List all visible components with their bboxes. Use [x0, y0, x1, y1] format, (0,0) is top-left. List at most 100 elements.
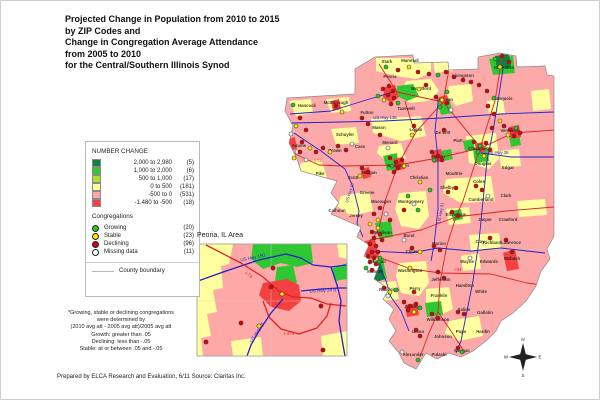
congregation-dot: [485, 193, 491, 199]
compass-rose: N S W E: [504, 337, 542, 378]
congregation-dot: [467, 255, 473, 261]
range-label: 0 to 500: [150, 184, 172, 190]
congregation-dot: [511, 133, 517, 139]
congregation-dot: [479, 187, 485, 193]
congregation-dot: [507, 127, 513, 133]
congregation-dot: [406, 64, 412, 70]
county-label: Hardin: [476, 329, 490, 334]
county-label: Lawrence: [501, 240, 521, 245]
congregation-dot: [409, 245, 415, 251]
congregation-dot: [399, 349, 405, 355]
congregation-dot: [391, 95, 397, 101]
congregation-dot: [417, 305, 423, 311]
compass-letter: E: [538, 355, 541, 360]
congregation-dot: [411, 201, 417, 207]
congregation-dot: [401, 299, 407, 305]
congregation-dot: [497, 118, 503, 124]
congregation-dot: [415, 357, 421, 363]
number-change-item: 2,000 to 2,980 (5): [86, 159, 199, 167]
county-label: Richland: [483, 240, 502, 245]
congregation-dot: [379, 237, 385, 243]
status-dot-swatch: [92, 248, 99, 256]
county-label: Wabash: [504, 256, 521, 261]
zip-change-region: [331, 127, 359, 145]
footnote-line: (2010 avg att - 2005 avg att)/2005 avg a…: [70, 324, 172, 331]
congregation-dot: [381, 285, 387, 291]
congregation-dot: [303, 157, 309, 163]
road-label: US Hwy 150: [240, 252, 266, 262]
congregation-dot: [481, 153, 487, 159]
congregation-count: (20): [183, 225, 194, 231]
congregation-dot: [417, 179, 423, 185]
legend-divider: [86, 262, 199, 263]
congregation-dot: [387, 217, 393, 223]
county-label: Douglas: [475, 161, 493, 166]
congregation-dot: [388, 101, 394, 107]
congregation-dot: [357, 173, 363, 179]
congregation-dot: [509, 249, 515, 255]
range-label: 1,000 to 2,000: [133, 168, 172, 174]
congregation-dot: [365, 169, 371, 175]
congregation-dot: [409, 132, 415, 138]
compass-letter: S: [521, 373, 524, 378]
compass-point: [519, 343, 527, 357]
zip-count: (6): [186, 168, 194, 174]
congregation-dot: [385, 293, 391, 299]
county-label: Kankakee: [494, 65, 515, 70]
footnote-line: Declining: less than -.05: [91, 338, 151, 345]
county-label: Marshall: [401, 58, 418, 63]
status-label: Stable: [104, 233, 122, 239]
congregation-dot: [448, 107, 454, 113]
congregation-dot: [203, 339, 209, 345]
congregation-dot: [431, 157, 437, 163]
zip-change-region: [503, 249, 519, 271]
congregation-dot: [460, 77, 466, 83]
congregation-dot: [439, 157, 445, 163]
road-label: US Hwy 51: [436, 201, 445, 223]
congregation-count: (11): [183, 249, 194, 255]
county-label: Scott: [348, 175, 359, 180]
color-swatch: [92, 183, 101, 191]
road-line: [197, 253, 347, 282]
congregation-dot: [483, 140, 489, 146]
county-label: Edwards: [480, 259, 499, 264]
color-swatch: [92, 159, 101, 167]
road-line: [437, 311, 466, 354]
congregation-dot: [415, 69, 421, 75]
congregation-dot: [437, 104, 443, 110]
number-change-heading: NUMBER CHANGE: [92, 148, 148, 155]
zip-count: (17): [183, 176, 194, 182]
congregation-dot: [401, 207, 407, 213]
congregation-dot: [473, 183, 479, 189]
county-label: Clay: [475, 239, 485, 244]
congregation-dot: [256, 323, 262, 329]
congregation-dot: [455, 213, 461, 219]
congregation-dot: [439, 97, 445, 103]
county-label: Stark: [382, 59, 393, 64]
color-swatch: [92, 199, 101, 207]
congregation-dot: [423, 82, 429, 88]
county-label: Jefferson: [431, 277, 451, 282]
footnote-line: were determined by: [96, 317, 146, 324]
road-line: [246, 298, 284, 356]
status-dot-swatch: [92, 224, 99, 232]
congregation-items: Growing (20) Stable (23) Declining (96) Missin…: [86, 224, 199, 256]
congregation-dot: [371, 235, 377, 241]
county-label: White: [475, 289, 487, 294]
congregation-dot: [367, 221, 373, 227]
county-label: Saline: [458, 307, 471, 312]
county-label: Piatt: [453, 138, 463, 143]
congregation-dot: [405, 193, 411, 199]
congregation-dot: [435, 153, 441, 159]
congregation-dot: [387, 155, 393, 161]
congregation-dot: [268, 284, 274, 290]
county-label: Livingston: [452, 73, 474, 78]
congregation-dot: [475, 149, 481, 155]
zip-count: (18): [183, 200, 194, 206]
congregation-dot: [443, 69, 449, 75]
congregation-dot: [444, 89, 450, 95]
county-label: McDonough: [324, 100, 349, 105]
congregation-dot: [441, 127, 447, 133]
zip-change-region: [499, 149, 521, 168]
congregation-dot: [377, 205, 383, 211]
